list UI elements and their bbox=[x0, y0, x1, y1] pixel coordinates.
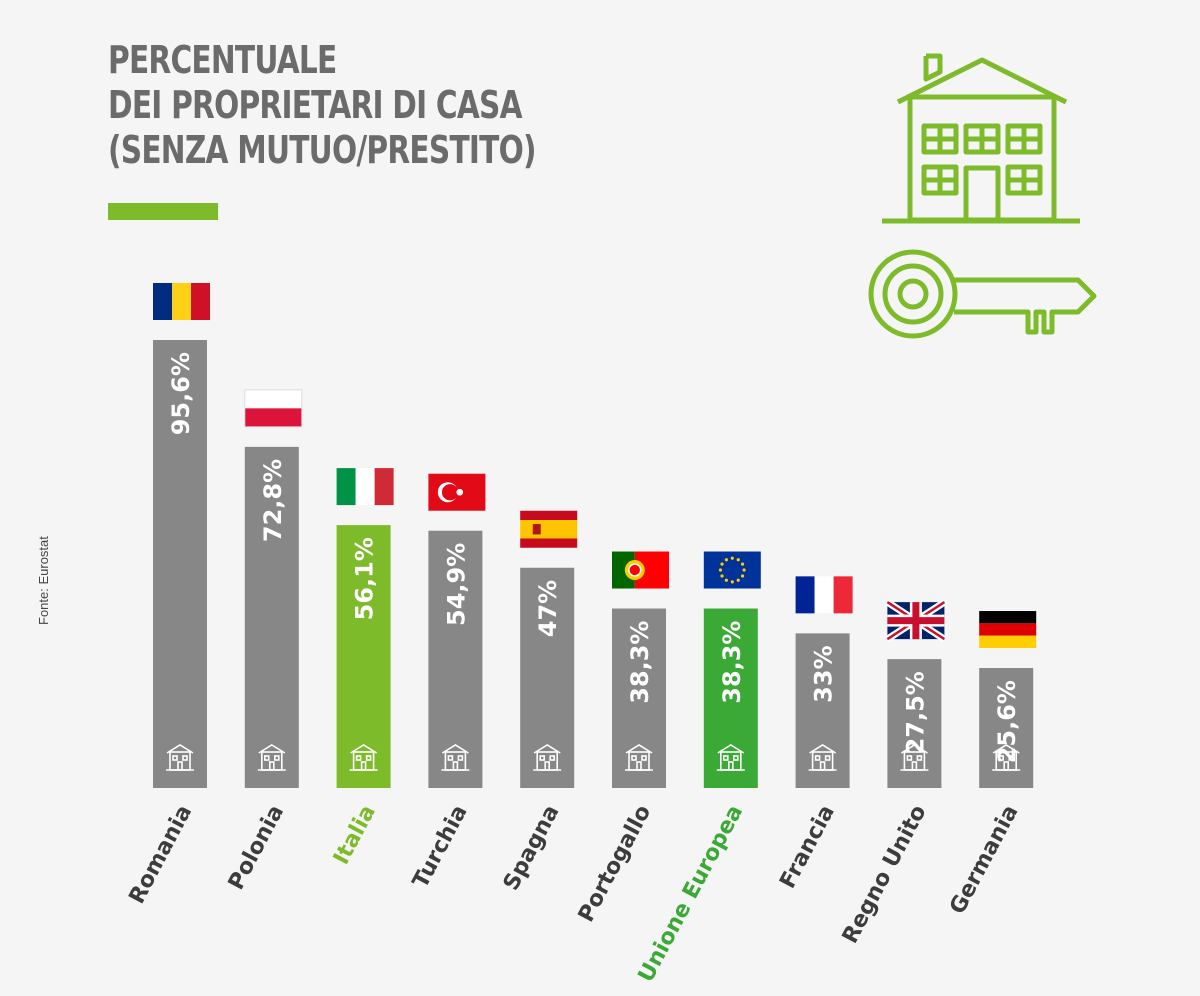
title-line-1: PERCENTUALE bbox=[108, 38, 337, 82]
house-icon bbox=[882, 53, 1080, 224]
bar-value-label: 47% bbox=[534, 580, 562, 637]
spain-flag bbox=[520, 510, 578, 548]
uk-flag bbox=[885, 599, 947, 643]
eu-flag bbox=[703, 551, 761, 589]
category-label: Polonia bbox=[224, 801, 289, 894]
bar-value-label: 56,1% bbox=[351, 537, 379, 620]
small-house-icon bbox=[166, 744, 194, 771]
category-label: Turchia bbox=[408, 801, 472, 892]
small-house-icon bbox=[625, 744, 653, 771]
key-icon bbox=[868, 249, 1097, 339]
italy-flag bbox=[336, 468, 394, 506]
bar-value-label: 38,3% bbox=[626, 621, 654, 704]
title-line-3: (SENZA MUTUO/PRESTITO) bbox=[108, 128, 537, 172]
portugal-flag bbox=[612, 551, 669, 589]
small-house-icon bbox=[808, 744, 837, 771]
small-house-icon bbox=[533, 744, 562, 771]
romania-flag bbox=[153, 283, 210, 320]
category-label: Portogallo bbox=[574, 801, 656, 926]
bar-value-label: 95,6% bbox=[167, 352, 195, 435]
category-label: Germania bbox=[945, 801, 1023, 918]
category-label: Francia bbox=[775, 801, 840, 893]
turkey-flag bbox=[428, 473, 486, 511]
bar-portogallo bbox=[612, 608, 666, 788]
small-house-icon bbox=[900, 744, 929, 771]
small-house-icon bbox=[441, 744, 470, 771]
small-house-icon bbox=[349, 744, 378, 771]
bar-unione-europea bbox=[703, 608, 758, 788]
small-house-icon bbox=[992, 744, 1021, 771]
bar-regno-unito bbox=[887, 659, 942, 788]
bar-value-label: 33% bbox=[810, 645, 838, 702]
small-house-icon bbox=[257, 744, 286, 771]
category-label: Unione Europea bbox=[634, 801, 748, 986]
category-label: Regno Unito bbox=[838, 801, 932, 948]
bar-romania bbox=[153, 340, 207, 788]
bar-germania bbox=[979, 668, 1034, 788]
bar-value-label: 54,9% bbox=[442, 543, 470, 626]
bar-value-label: 72,8% bbox=[259, 459, 287, 542]
title-line-2: DEI PROPRIETARI DI CASA bbox=[108, 83, 523, 127]
bar-polonia bbox=[244, 446, 299, 788]
category-label: Romania bbox=[125, 801, 198, 908]
small-house-icon bbox=[716, 744, 745, 771]
bar-value-label: 27,5% bbox=[901, 671, 929, 754]
category-label: Spagna bbox=[499, 801, 565, 895]
category-label: Italia bbox=[329, 801, 381, 869]
poland-flag bbox=[244, 389, 303, 428]
germany-flag bbox=[979, 611, 1037, 649]
title-accent-bar bbox=[108, 203, 218, 220]
chart-title: PERCENTUALE DEI PROPRIETARI DI CASA (SEN… bbox=[108, 38, 537, 173]
france-flag bbox=[795, 576, 853, 614]
bar-value-label: 38,3% bbox=[718, 621, 746, 704]
bars-layer: 95,6% Romania 72,8% Polonia 56,1% Italia 54,9%… bbox=[125, 283, 1037, 986]
